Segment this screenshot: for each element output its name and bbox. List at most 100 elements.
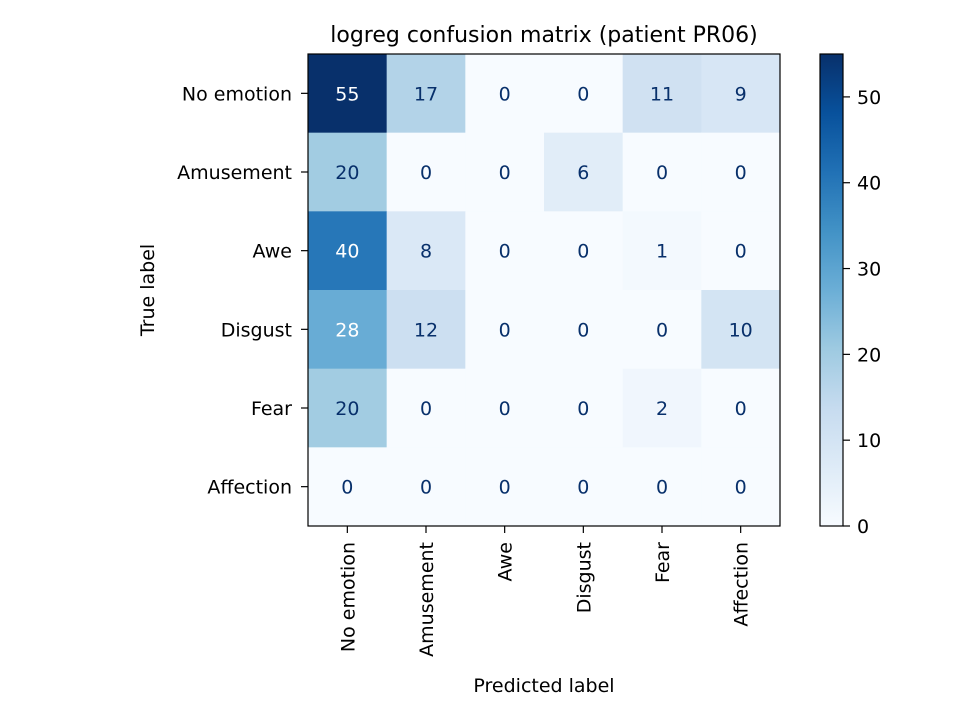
matrix-cell: [701, 368, 781, 448]
matrix-cell: [701, 447, 781, 527]
matrix-cell: [544, 54, 624, 134]
colorbar-tick-label: 20: [857, 344, 881, 366]
matrix-cell-value: 0: [735, 477, 747, 499]
y-axis-label: True label: [137, 244, 159, 337]
colorbar: 0 10 20 30 40 50: [819, 53, 881, 538]
y-tick-label: Awe: [253, 241, 292, 263]
colorbar-ticks: 0 10 20 30 40 50: [843, 87, 881, 538]
matrix-cells: [308, 54, 781, 527]
matrix-cell: [622, 211, 702, 291]
matrix-cell-value: 0: [499, 162, 511, 184]
matrix-cell: [465, 54, 545, 134]
colorbar-tick-label: 30: [857, 259, 881, 281]
matrix-cell-value: 10: [729, 319, 753, 341]
x-tick-label: Affection: [731, 542, 753, 627]
matrix-cell-value: 20: [335, 398, 359, 420]
matrix-cell-value: 9: [735, 83, 747, 105]
matrix-cell-value: 17: [414, 83, 438, 105]
matrix-cell: [622, 132, 702, 212]
matrix-cell-value: 0: [499, 319, 511, 341]
matrix-cell-value: 0: [420, 477, 432, 499]
colorbar-gradient: [819, 53, 844, 527]
x-tick-label: Disgust: [573, 542, 595, 613]
matrix-cell: [386, 290, 466, 370]
matrix-cell: [701, 54, 781, 134]
matrix-cell-value: 0: [499, 83, 511, 105]
matrix-cell-value: 12: [414, 319, 438, 341]
colorbar-tick-label: 40: [857, 173, 881, 195]
matrix-cell: [465, 132, 545, 212]
y-tick-label: Disgust: [221, 319, 292, 341]
matrix-cell: [308, 290, 388, 370]
matrix-cell-value: 0: [735, 398, 747, 420]
matrix-cell-value: 0: [577, 477, 589, 499]
matrix-cell: [622, 447, 702, 527]
matrix-cell-value: 1: [656, 241, 668, 263]
matrix-cell: [386, 447, 466, 527]
matrix-cell-value: 0: [735, 162, 747, 184]
matrix-cell-value: 28: [335, 319, 359, 341]
matrix-cell: [622, 54, 702, 134]
matrix-cell-value: 0: [577, 83, 589, 105]
matrix-cell: [622, 368, 702, 448]
x-axis-label: Predicted label: [473, 675, 614, 697]
matrix-cell: [544, 211, 624, 291]
matrix-cell: [386, 368, 466, 448]
y-tick-label: No emotion: [182, 83, 292, 105]
matrix-cell: [544, 447, 624, 527]
x-tick-label: No emotion: [337, 542, 359, 652]
x-axis-ticks: No emotion Amusement Awe Disgust Fear Affecti…: [337, 526, 753, 657]
matrix-cell-value: 0: [656, 162, 668, 184]
matrix-cell: [544, 290, 624, 370]
matrix-cell: [465, 368, 545, 448]
matrix-cell-value: 0: [577, 319, 589, 341]
matrix-cell-value: 0: [420, 162, 432, 184]
matrix-cell: [386, 54, 466, 134]
matrix-cell: [308, 211, 388, 291]
matrix-cell-value: 0: [499, 241, 511, 263]
matrix-cell-value: 0: [341, 477, 353, 499]
matrix-cell: [386, 211, 466, 291]
matrix-cell: [386, 132, 466, 212]
x-tick-label: Awe: [495, 542, 517, 581]
matrix-cell-value: 11: [650, 83, 674, 105]
matrix-cell: [308, 54, 388, 134]
matrix-cell-value: 0: [577, 241, 589, 263]
matrix-cell-value: 8: [420, 241, 432, 263]
colorbar-tick-label: 0: [857, 516, 869, 538]
colorbar-tick-label: 10: [857, 430, 881, 452]
matrix-cell-value: 2: [656, 398, 668, 420]
matrix-cell-value: 0: [499, 477, 511, 499]
chart-title: logreg confusion matrix (patient PR06): [330, 23, 757, 48]
matrix-cell-value: 40: [335, 241, 359, 263]
matrix-cell: [701, 132, 781, 212]
matrix-cell: [701, 290, 781, 370]
matrix-cell: [701, 211, 781, 291]
matrix-cell: [544, 132, 624, 212]
matrix-cell-value: 0: [420, 398, 432, 420]
matrix-cell: [544, 368, 624, 448]
x-tick-label: Amusement: [416, 542, 438, 657]
matrix-cell-value: 0: [656, 319, 668, 341]
matrix-frame: [307, 53, 781, 527]
matrix-cell: [308, 447, 388, 527]
y-axis-ticks: No emotion Amusement Awe Disgust Fear Affecti…: [177, 83, 308, 499]
matrix-cell-value: 0: [656, 477, 668, 499]
matrix-cell-value: 55: [335, 83, 359, 105]
matrix-cell-value: 0: [577, 398, 589, 420]
y-tick-label: Affection: [207, 477, 292, 499]
matrix-cell: [308, 132, 388, 212]
matrix-cell-value: 6: [577, 162, 589, 184]
matrix-cell-value: 0: [735, 241, 747, 263]
matrix-cell: [465, 290, 545, 370]
x-tick-label: Fear: [652, 542, 674, 583]
matrix-cell: [308, 368, 388, 448]
y-tick-label: Amusement: [177, 162, 292, 184]
y-tick-label: Fear: [251, 398, 292, 420]
matrix-cell: [465, 211, 545, 291]
matrix-cell-value: 0: [499, 398, 511, 420]
matrix-cell-value: 20: [335, 162, 359, 184]
matrix-cell: [622, 290, 702, 370]
